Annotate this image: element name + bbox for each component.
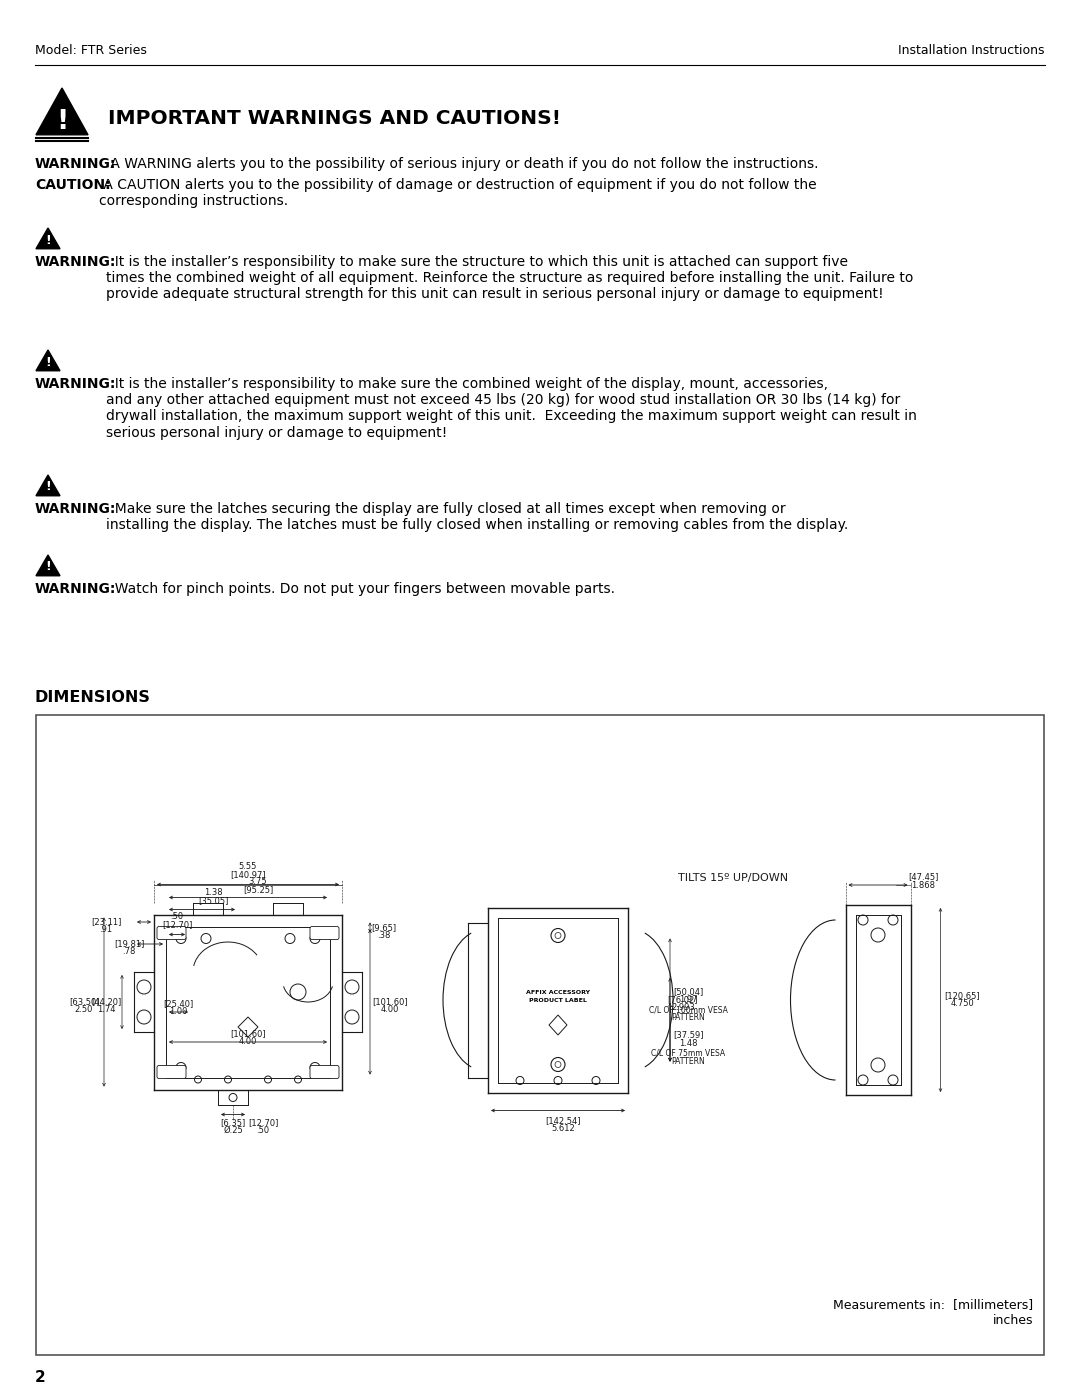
- Text: WARNING:: WARNING:: [35, 502, 117, 515]
- Text: It is the installer’s responsibility to make sure the structure to which this un: It is the installer’s responsibility to …: [106, 256, 914, 302]
- Text: [101.60]: [101.60]: [230, 1030, 266, 1038]
- Text: [140.97]: [140.97]: [230, 870, 266, 879]
- Text: [44.20]: [44.20]: [91, 997, 121, 1006]
- Text: PRODUCT LABEL: PRODUCT LABEL: [529, 997, 586, 1003]
- Text: AFFIX ACCESSORY: AFFIX ACCESSORY: [526, 990, 590, 995]
- Text: inches: inches: [993, 1313, 1032, 1327]
- Text: !: !: [56, 109, 68, 134]
- Text: [120.65]: [120.65]: [945, 992, 981, 1000]
- Text: [35.05]: [35.05]: [198, 895, 228, 905]
- Text: 5.612: 5.612: [551, 1125, 575, 1133]
- Text: [50.04]: [50.04]: [673, 988, 703, 996]
- Text: Watch for pinch points. Do not put your fingers between movable parts.: Watch for pinch points. Do not put your …: [106, 583, 615, 597]
- Text: PATTERN: PATTERN: [671, 1013, 705, 1023]
- Text: !: !: [45, 481, 51, 493]
- Text: 1.38: 1.38: [204, 888, 222, 897]
- Text: 1.74: 1.74: [97, 1006, 116, 1014]
- Text: It is the installer’s responsibility to make sure the combined weight of the dis: It is the installer’s responsibility to …: [106, 377, 917, 440]
- Text: Measurements in:  [millimeters]: Measurements in: [millimeters]: [833, 1298, 1032, 1312]
- Text: WARNING:: WARNING:: [35, 377, 117, 391]
- Text: !: !: [45, 355, 51, 369]
- FancyBboxPatch shape: [157, 926, 186, 940]
- Text: [9.65]: [9.65]: [372, 923, 396, 932]
- FancyBboxPatch shape: [310, 1066, 339, 1078]
- FancyBboxPatch shape: [157, 1066, 186, 1078]
- Text: CAUTION:: CAUTION:: [35, 177, 110, 191]
- Polygon shape: [36, 88, 87, 134]
- Text: A WARNING alerts you to the possibility of serious injury or death if you do not: A WARNING alerts you to the possibility …: [106, 156, 819, 170]
- Polygon shape: [36, 228, 60, 249]
- Text: .38: .38: [377, 930, 391, 940]
- Text: !: !: [45, 233, 51, 246]
- Text: [12.70]: [12.70]: [162, 921, 192, 929]
- Text: 1.97: 1.97: [678, 996, 698, 1004]
- Text: 2.993: 2.993: [671, 1003, 694, 1013]
- Text: [12.70]: [12.70]: [247, 1118, 279, 1127]
- Text: DIMENSIONS: DIMENSIONS: [35, 690, 151, 705]
- Text: [76.02]: [76.02]: [667, 996, 699, 1004]
- Text: 4.00: 4.00: [381, 1006, 400, 1014]
- Text: A CAUTION alerts you to the possibility of damage or destruction of equipment if: A CAUTION alerts you to the possibility …: [99, 177, 816, 208]
- Polygon shape: [36, 475, 60, 496]
- Text: TILTS 15º UP/DOWN: TILTS 15º UP/DOWN: [678, 873, 788, 883]
- Text: 3.75: 3.75: [248, 877, 268, 886]
- Text: [101.60]: [101.60]: [373, 997, 408, 1006]
- Text: 1.868: 1.868: [912, 880, 935, 890]
- Text: WARNING:: WARNING:: [35, 583, 117, 597]
- Text: 1.00: 1.00: [168, 1007, 187, 1017]
- Text: 2: 2: [35, 1370, 45, 1386]
- Text: WARNING:: WARNING:: [35, 256, 117, 270]
- Text: WARNING:: WARNING:: [35, 156, 117, 170]
- Text: Installation Instructions: Installation Instructions: [899, 43, 1045, 56]
- Text: .50: .50: [171, 912, 184, 921]
- Text: .91: .91: [99, 925, 112, 933]
- Text: [95.25]: [95.25]: [243, 886, 273, 894]
- Text: 4.750: 4.750: [950, 999, 974, 1009]
- Text: Ø.25: Ø.25: [224, 1126, 243, 1134]
- Text: IMPORTANT WARNINGS AND CAUTIONS!: IMPORTANT WARNINGS AND CAUTIONS!: [108, 109, 561, 127]
- Text: .78: .78: [122, 947, 136, 957]
- Text: [23.11]: [23.11]: [91, 918, 121, 926]
- Polygon shape: [36, 555, 60, 576]
- Text: 1.48: 1.48: [678, 1038, 698, 1048]
- Text: !: !: [45, 560, 51, 574]
- Bar: [36, 715, 1044, 1355]
- Text: [47.45]: [47.45]: [908, 873, 939, 882]
- FancyBboxPatch shape: [310, 926, 339, 940]
- Text: [142.54]: [142.54]: [545, 1116, 581, 1125]
- Polygon shape: [36, 351, 60, 370]
- Text: .50: .50: [256, 1126, 270, 1134]
- Text: PATTERN: PATTERN: [671, 1056, 705, 1066]
- Text: [37.59]: [37.59]: [673, 1031, 703, 1039]
- Text: 5.55: 5.55: [239, 862, 257, 870]
- Text: [19.81]: [19.81]: [113, 940, 145, 949]
- Text: 4.00: 4.00: [239, 1038, 257, 1046]
- Text: [63.50]: [63.50]: [69, 997, 99, 1006]
- Text: C/L OF 75mm VESA: C/L OF 75mm VESA: [651, 1049, 725, 1058]
- Text: Model: FTR Series: Model: FTR Series: [35, 43, 147, 56]
- Text: C/L OF 100mm VESA: C/L OF 100mm VESA: [649, 1006, 728, 1014]
- Text: [6.35]: [6.35]: [220, 1118, 245, 1127]
- Text: Make sure the latches securing the display are fully closed at all times except : Make sure the latches securing the displ…: [106, 502, 848, 532]
- Text: [25.40]: [25.40]: [163, 999, 193, 1009]
- Text: 2.50: 2.50: [75, 1006, 93, 1014]
